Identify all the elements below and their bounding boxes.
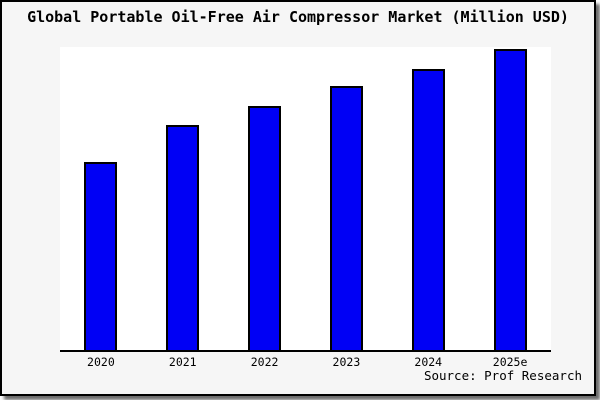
bar-2022 <box>248 106 282 350</box>
source-caption: Source: Prof Research <box>423 368 582 383</box>
x-axis-labels: 2020 2021 2022 2023 2024 2025e <box>60 355 551 369</box>
x-tick-label-2022: 2022 <box>250 355 279 369</box>
bar-2021 <box>166 125 200 350</box>
chart-title: Global Portable Oil-Free Air Compressor … <box>27 8 569 26</box>
x-tick-label-2020: 2020 <box>87 355 115 369</box>
x-tick-label-2023: 2023 <box>332 355 361 369</box>
bar-2020 <box>84 162 118 350</box>
x-tick-label-2024: 2024 <box>414 355 443 369</box>
plot-area <box>60 47 551 352</box>
x-tick-label-2021: 2021 <box>168 355 197 369</box>
bar-2025e <box>493 49 527 350</box>
bar-2024 <box>411 69 445 350</box>
bar-2023 <box>329 86 363 350</box>
x-tick-label-2025e: 2025e <box>492 355 528 369</box>
